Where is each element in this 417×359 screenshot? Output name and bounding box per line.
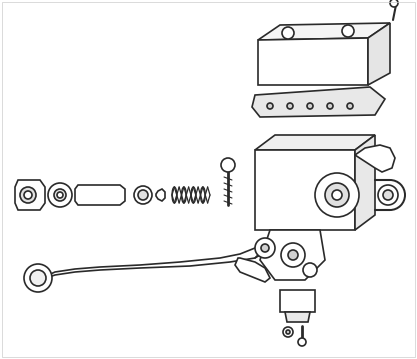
Circle shape: [283, 327, 293, 337]
Polygon shape: [355, 145, 395, 172]
Circle shape: [303, 263, 317, 277]
Circle shape: [20, 187, 36, 203]
Circle shape: [298, 338, 306, 346]
Circle shape: [48, 183, 72, 207]
Circle shape: [288, 250, 298, 260]
Circle shape: [325, 183, 349, 207]
Circle shape: [347, 103, 353, 109]
Polygon shape: [260, 230, 325, 280]
Circle shape: [342, 25, 354, 37]
Circle shape: [54, 189, 66, 201]
Circle shape: [261, 244, 269, 252]
Circle shape: [221, 158, 235, 172]
Polygon shape: [40, 240, 270, 282]
Circle shape: [383, 190, 393, 200]
Polygon shape: [255, 150, 355, 230]
Circle shape: [390, 0, 398, 7]
Circle shape: [30, 270, 46, 286]
Circle shape: [378, 185, 398, 205]
Circle shape: [24, 191, 32, 199]
Circle shape: [281, 243, 305, 267]
Circle shape: [57, 192, 63, 198]
Polygon shape: [355, 135, 375, 230]
Circle shape: [315, 173, 359, 217]
Polygon shape: [258, 23, 390, 40]
Circle shape: [267, 103, 273, 109]
Polygon shape: [235, 258, 270, 282]
Circle shape: [282, 27, 294, 39]
Circle shape: [24, 264, 52, 292]
Circle shape: [286, 330, 290, 334]
Circle shape: [332, 190, 342, 200]
Circle shape: [138, 190, 148, 200]
Circle shape: [134, 186, 152, 204]
Polygon shape: [15, 180, 45, 210]
Polygon shape: [156, 189, 165, 201]
Polygon shape: [252, 87, 385, 117]
Polygon shape: [368, 23, 390, 85]
Circle shape: [327, 103, 333, 109]
Polygon shape: [285, 312, 310, 322]
Polygon shape: [75, 185, 125, 205]
Circle shape: [255, 238, 275, 258]
Polygon shape: [280, 290, 315, 312]
Circle shape: [287, 103, 293, 109]
Polygon shape: [258, 38, 368, 85]
Circle shape: [307, 103, 313, 109]
Polygon shape: [255, 135, 375, 150]
